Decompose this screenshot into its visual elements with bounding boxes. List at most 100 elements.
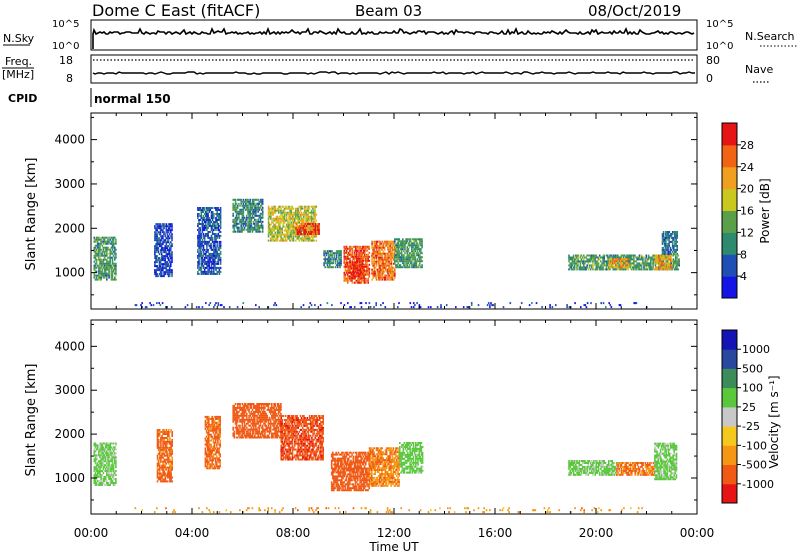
echo-cell	[219, 262, 222, 265]
echo-cell	[158, 231, 161, 234]
echo-cell	[214, 242, 216, 245]
echo-cell	[661, 238, 664, 241]
echo-cell	[163, 464, 166, 467]
echo-cell	[604, 268, 607, 271]
echo-cell	[313, 223, 316, 225]
echo-cell	[243, 220, 246, 223]
echo-cell	[218, 266, 221, 269]
echo-cell	[166, 454, 169, 457]
echo-cell	[615, 254, 618, 257]
echo-cell	[663, 262, 665, 265]
echo-cell	[211, 219, 214, 221]
echo-cell	[373, 266, 376, 269]
echo-cell	[164, 431, 167, 433]
echo-cell	[241, 208, 244, 211]
echo-cell	[612, 258, 614, 261]
echo-cell	[256, 208, 258, 211]
echo-cell	[348, 277, 350, 280]
echo-cell	[202, 207, 205, 209]
echo-cell	[362, 281, 365, 284]
echo-cell	[357, 275, 360, 278]
echo-cell	[312, 205, 314, 208]
echo-cell	[622, 254, 625, 257]
echo-cell	[384, 276, 387, 279]
echo-cell	[162, 440, 164, 443]
echo-cell	[355, 263, 357, 266]
echo-cell	[209, 244, 212, 247]
echo-cell	[261, 230, 264, 233]
echo-cell	[291, 237, 294, 240]
echo-cell	[629, 260, 632, 263]
echo-cell	[167, 257, 170, 260]
echo-cell	[168, 233, 171, 236]
echo-cell	[102, 454, 105, 457]
echo-cell	[306, 227, 309, 229]
echo-cell	[104, 270, 107, 273]
echo-cell	[166, 452, 169, 455]
echo-cell	[102, 466, 105, 469]
echo-cell	[205, 455, 208, 458]
echo-cell	[371, 272, 373, 275]
echo-cell	[416, 254, 419, 257]
echo-cell	[365, 259, 367, 262]
echo-cell	[335, 254, 338, 257]
echo-cell	[336, 250, 339, 253]
echo-cell	[312, 227, 315, 229]
echo-cell	[409, 262, 412, 265]
echo-cell	[566, 306, 568, 309]
echo-cell	[377, 240, 379, 243]
echo-cell	[206, 272, 208, 275]
echo-cell	[390, 256, 393, 259]
echo-cell	[671, 233, 674, 235]
echo-cell	[551, 306, 554, 309]
echo-cell	[213, 306, 215, 309]
echo-cell	[104, 240, 107, 243]
echo-cell	[156, 275, 158, 278]
echo-cell	[416, 250, 419, 253]
echo-cell	[100, 483, 102, 486]
echo-cell	[165, 442, 168, 445]
echo-cell	[368, 269, 371, 272]
echo-cell	[275, 225, 278, 228]
echo-cell	[414, 248, 417, 251]
echo-cell	[199, 231, 201, 233]
echo-cell	[109, 262, 111, 265]
echo-cell	[164, 433, 167, 435]
cpid-value: normal 150	[94, 92, 171, 106]
echo-cell	[272, 221, 274, 224]
echo-cell	[374, 254, 377, 257]
echo-cell	[106, 250, 108, 253]
echo-cell	[203, 229, 206, 231]
echo-cell	[267, 219, 270, 222]
echo-cell	[584, 260, 586, 263]
echo-cell	[199, 227, 201, 229]
echo-cell	[249, 226, 251, 229]
echo-cell	[314, 211, 316, 214]
echo-cell	[658, 254, 661, 257]
echo-cell	[160, 440, 162, 443]
echo-cell	[411, 264, 413, 267]
echo-cell	[162, 267, 164, 270]
echo-cell	[157, 464, 160, 467]
echo-cell	[102, 236, 105, 239]
echo-cell	[94, 483, 97, 486]
echo-cell	[591, 254, 593, 257]
echo-cell	[215, 268, 217, 271]
echo-cell	[96, 446, 99, 449]
echo-cell	[114, 278, 116, 281]
echo-cell	[205, 219, 207, 221]
echo-cell	[402, 266, 404, 269]
echo-cell	[354, 245, 357, 248]
echo-cell	[241, 222, 244, 225]
echo-cell	[306, 235, 308, 238]
echo-cell	[617, 254, 619, 257]
echo-cell	[241, 204, 244, 207]
echo-cell	[651, 268, 653, 271]
echo-cell	[673, 238, 675, 241]
echo-cell	[160, 466, 162, 469]
echo-cell	[388, 250, 390, 253]
echo-cell	[96, 250, 99, 253]
echo-cell	[255, 304, 257, 307]
echo-cell	[380, 248, 382, 251]
echo-cell	[235, 202, 238, 205]
